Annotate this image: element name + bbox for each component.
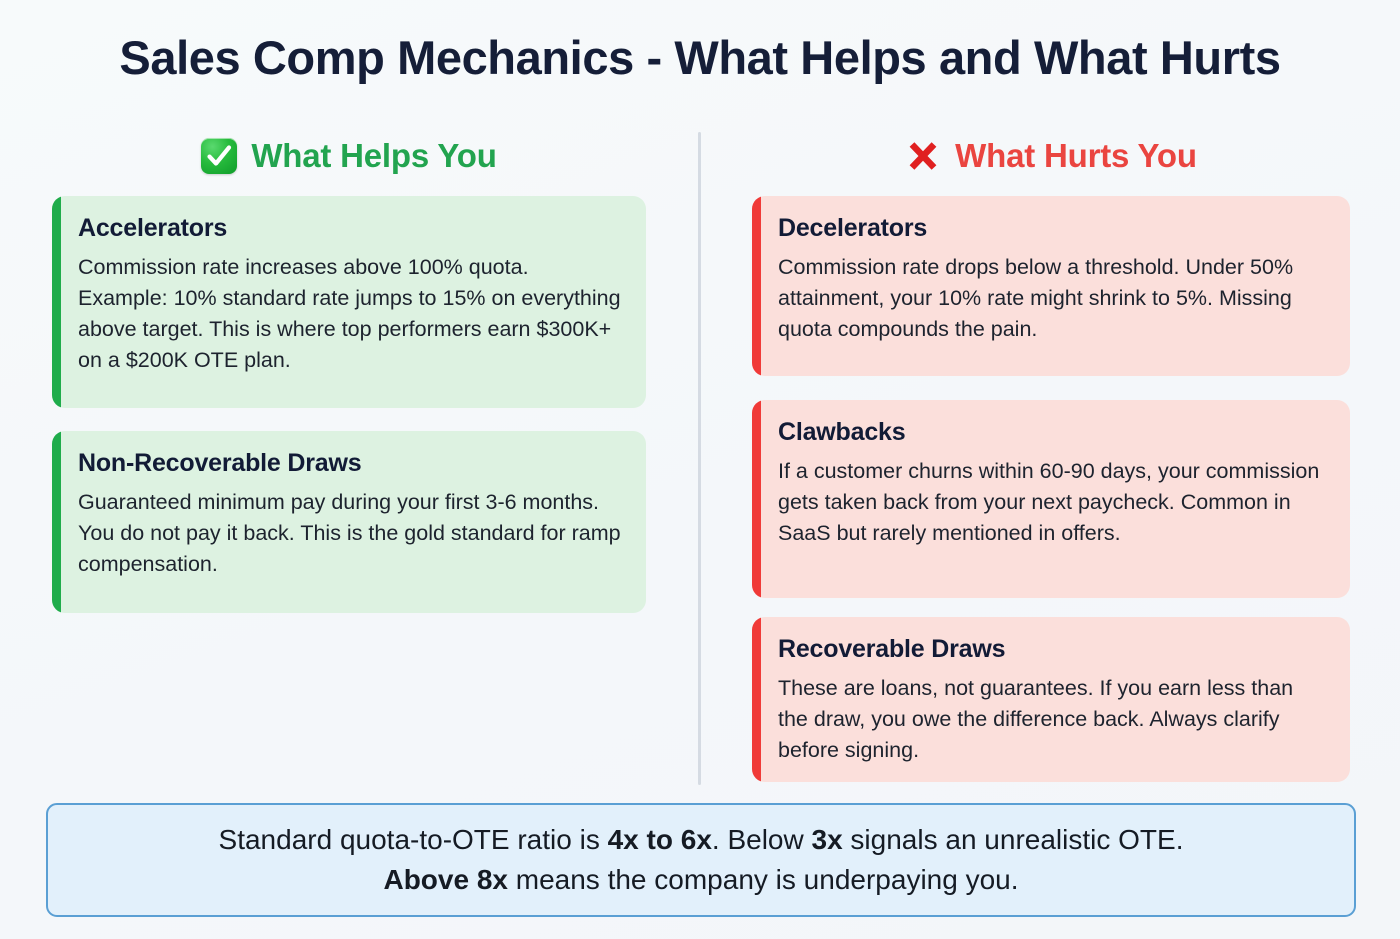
callout-line1-bold2: 3x bbox=[811, 824, 843, 856]
card-title: Clawbacks bbox=[778, 418, 906, 446]
card-body: These are loans, not guarantees. If you … bbox=[778, 675, 1294, 762]
column-header-helps: What Helps You bbox=[52, 128, 646, 184]
card-body: If a customer churns within 60-90 days, … bbox=[778, 458, 1320, 545]
callout-line2-bold1: Above 8x bbox=[383, 864, 508, 895]
footer-callout: Standard quota-to-OTE ratio is 4x to 6x.… bbox=[46, 803, 1356, 917]
callout-line1-bold1: 4x to 6x bbox=[607, 824, 712, 856]
white-heavy-check-mark-icon bbox=[201, 138, 238, 174]
card-non-recoverable-draws: Non-Recoverable Draws Guaranteed minimum… bbox=[52, 431, 646, 613]
card-body: Commission rate increases above 100% quo… bbox=[78, 254, 621, 372]
card-accent-bar bbox=[52, 196, 61, 408]
card-clawbacks: Clawbacks If a customer churns within 60… bbox=[752, 400, 1350, 598]
card-accent-bar bbox=[52, 431, 61, 613]
column-divider bbox=[698, 132, 701, 785]
card-title: Non-Recoverable Draws bbox=[78, 449, 362, 477]
column-header-helps-label: What Helps You bbox=[251, 137, 497, 174]
card-accent-bar bbox=[752, 617, 761, 782]
card-title: Accelerators bbox=[78, 214, 228, 242]
callout-line1-part3: signals an unrealistic OTE. bbox=[842, 824, 1184, 856]
column-header-hurts-label: What Hurts You bbox=[955, 137, 1197, 174]
card-title: Decelerators bbox=[778, 214, 928, 242]
callout-line1-part2: . Below bbox=[711, 824, 812, 856]
card-accent-bar bbox=[752, 400, 761, 598]
card-decelerators: Decelerators Commission rate drops below… bbox=[752, 196, 1350, 376]
column-header-hurts: What Hurts You bbox=[752, 128, 1350, 184]
card-recoverable-draws: Recoverable Draws These are loans, not g… bbox=[752, 617, 1350, 782]
card-accent-bar bbox=[752, 196, 761, 376]
callout-line2-part1: means the company is underpaying you. bbox=[507, 864, 1019, 895]
callout-line1-part1: Standard quota-to-OTE ratio is bbox=[218, 824, 608, 856]
footer-callout-text: Standard quota-to-OTE ratio is 4x to 6x.… bbox=[219, 820, 1184, 900]
page-title: Sales Comp Mechanics - What Helps and Wh… bbox=[119, 31, 1281, 84]
card-accelerators: Accelerators Commission rate increases a… bbox=[52, 196, 646, 408]
card-title: Recoverable Draws bbox=[778, 635, 1006, 663]
card-body: Guaranteed minimum pay during your first… bbox=[78, 489, 621, 576]
card-body: Commission rate drops below a threshold.… bbox=[778, 254, 1294, 341]
cross-mark-icon bbox=[905, 138, 941, 174]
